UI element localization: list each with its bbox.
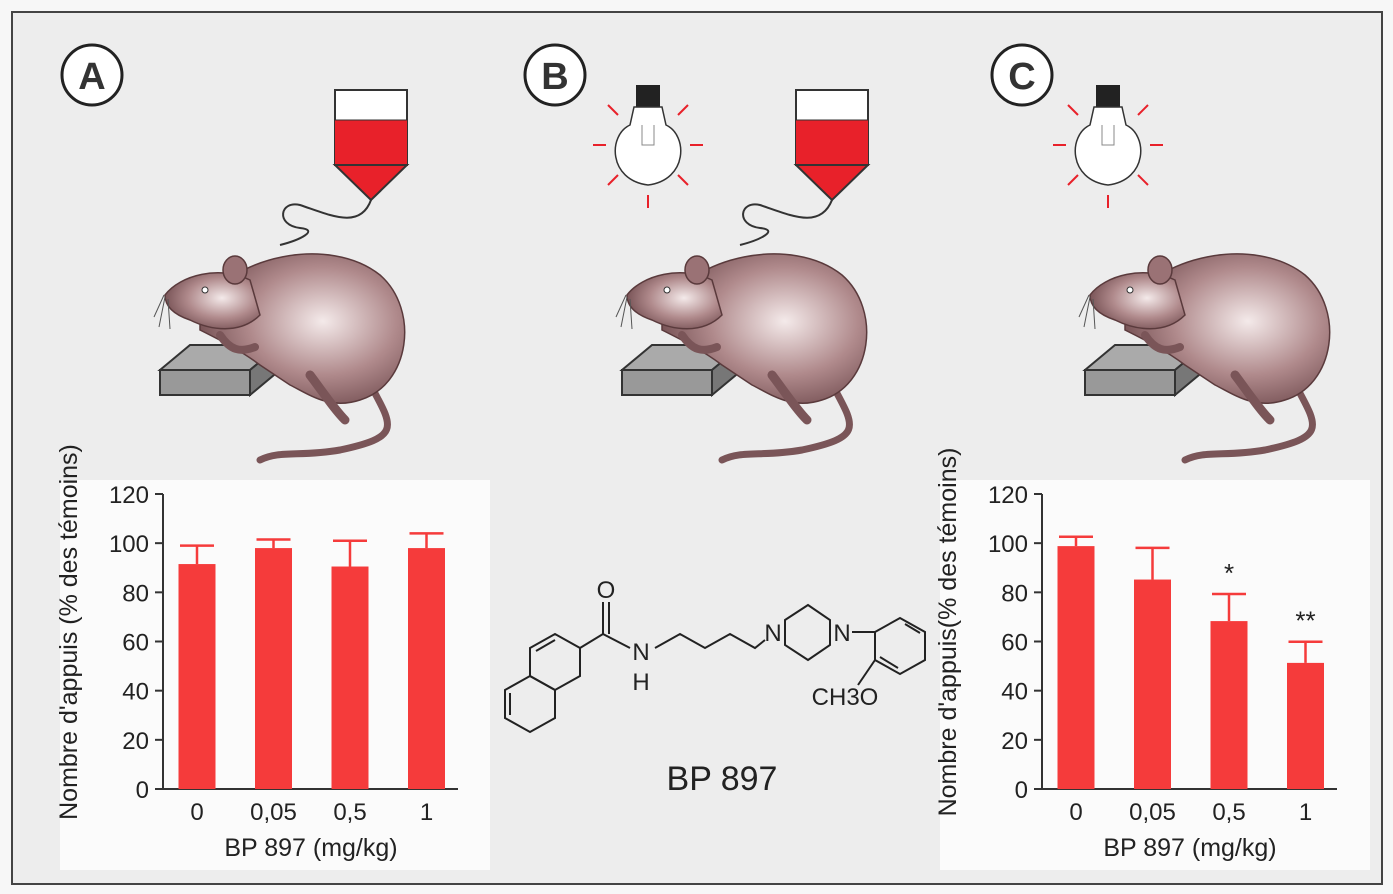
svg-text:N: N	[764, 620, 781, 647]
y-tick-label: 20	[1001, 728, 1028, 755]
bar	[1287, 662, 1324, 789]
y-tick-label: 20	[122, 728, 149, 755]
svg-text:A: A	[78, 56, 105, 98]
significance-marker: *	[1224, 558, 1234, 588]
panel-label-b: B	[523, 43, 587, 107]
molecule-name: BP 897	[667, 760, 778, 798]
bar-chart-a: 0 20 40 60 80 100 120 0 0,05 0,5 1 BP 897 (mg/kg) No…	[55, 444, 458, 862]
bar	[1134, 579, 1171, 789]
panel-label-c: C	[990, 43, 1054, 107]
bar	[331, 566, 369, 789]
bar	[1057, 546, 1095, 789]
x-tick-label: 0	[190, 799, 203, 826]
svg-text:O: O	[597, 577, 616, 604]
panel-label-a: A	[60, 43, 124, 107]
y-tick-label: 40	[122, 679, 149, 706]
molecule-atom-labels: O N H N N CH3O	[597, 577, 879, 711]
svg-text:N: N	[632, 639, 649, 666]
bar-chart-c: 0 20 40 60 80 100 120 0 0,05 0,5 * 1 ** BP 897 (mg/kg…	[934, 448, 1337, 862]
x-tick-label: 0,05	[1129, 799, 1176, 826]
significance-marker: **	[1295, 606, 1315, 636]
y-tick-label: 80	[1001, 580, 1028, 607]
y-tick-label: 100	[109, 531, 149, 558]
y-axis-label: Nombre d'appuis(% des témoins)	[934, 448, 962, 817]
svg-text:B: B	[541, 56, 568, 98]
y-tick-label: 80	[122, 580, 149, 607]
y-tick-label: 0	[1015, 777, 1028, 804]
y-tick-label: 0	[136, 777, 149, 804]
svg-text:C: C	[1008, 56, 1035, 98]
x-tick-label: 0	[1069, 799, 1082, 826]
y-tick-label: 120	[988, 482, 1028, 509]
catheter-line	[279, 199, 372, 246]
svg-text:N: N	[833, 620, 850, 647]
svg-text:CH3O: CH3O	[812, 684, 879, 711]
bar	[178, 564, 216, 789]
x-tick-label: 1	[1299, 799, 1312, 826]
svg-text:H: H	[632, 669, 649, 696]
y-tick-label: 60	[1001, 630, 1028, 657]
x-tick-label: 0,5	[333, 799, 366, 826]
x-tick-label: 0,5	[1212, 799, 1245, 826]
bar	[1210, 621, 1248, 789]
y-tick-label: 40	[1001, 679, 1028, 706]
x-axis-label: BP 897 (mg/kg)	[1103, 834, 1276, 862]
bar	[255, 548, 292, 789]
y-tick-label: 60	[122, 630, 149, 657]
x-tick-label: 0,05	[250, 799, 297, 826]
x-axis-label: BP 897 (mg/kg)	[224, 834, 397, 862]
catheter-line	[739, 199, 833, 246]
x-tick-label: 1	[420, 799, 433, 826]
y-tick-label: 100	[988, 531, 1028, 558]
chemical-structure-bp897	[504, 602, 926, 734]
bar	[408, 548, 445, 789]
y-tick-label: 120	[109, 482, 149, 509]
y-axis-label: Nombre d'appuis (% des témoins)	[55, 444, 83, 820]
